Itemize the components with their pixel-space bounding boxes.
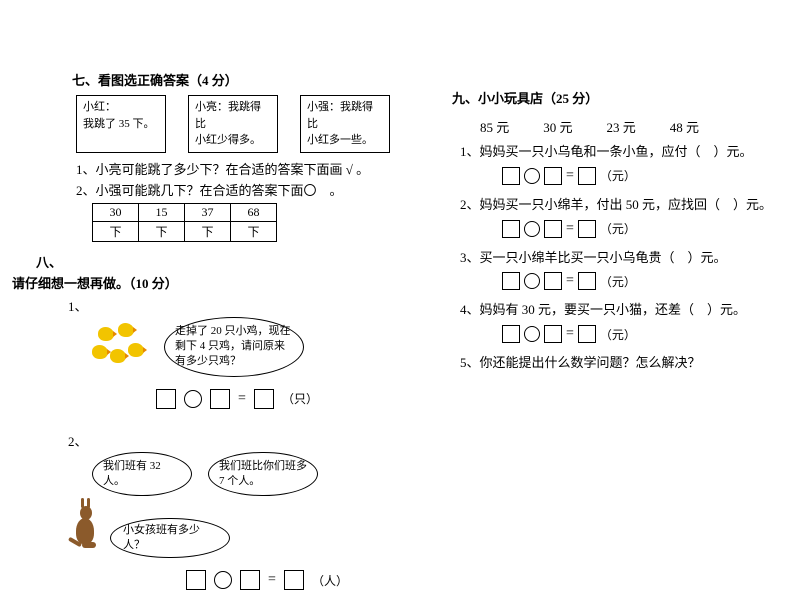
- answer-box[interactable]: [502, 220, 520, 238]
- chicks-icon: [92, 323, 152, 371]
- answer-box[interactable]: [254, 389, 274, 409]
- speech-line: 小红：: [83, 99, 159, 116]
- operator-circle[interactable]: [524, 326, 540, 342]
- section-8-title: 请仔细想一想再做。（10 分）: [12, 273, 402, 292]
- section-7-title: 七、看图选正确答案（4 分）: [72, 70, 402, 89]
- equals-sign: =: [566, 168, 574, 184]
- table-row: 30 15 37 68: [93, 203, 277, 221]
- table-cell: 下: [185, 221, 231, 241]
- unit-label: （元）: [600, 326, 636, 343]
- speech-row: 小红： 我跳了 35 下。 小亮：我跳得比 小红少得多。 小强：我跳得比 小红多…: [76, 95, 402, 153]
- equation-row: = （只）: [72, 389, 402, 409]
- section-9-q5: 5、你还能提出什么数学问题？怎么解决？: [460, 353, 772, 374]
- problem-number: 1、: [68, 296, 402, 315]
- section-7-q2: 2、小强可能跳几下？在合适的答案下面〇 。: [76, 180, 402, 199]
- speech-box-xiaoqiang: 小强：我跳得比 小红多一些。: [300, 95, 390, 153]
- problem-1: 1、 走掉了 20 只小鸡，现在剩下 4 只鸡，请问原来有多少只鸡？ = （只）: [72, 296, 402, 409]
- price-label: 23 元: [607, 117, 636, 136]
- equals-sign: =: [238, 391, 246, 407]
- equation-row: = （元）: [502, 220, 772, 238]
- price-label: 85 元: [480, 117, 509, 136]
- right-column: 九、小小玩具店（25 分） 85 元 30 元 23 元 48 元 1、妈妈买一…: [422, 70, 772, 546]
- equation-row: = （元）: [502, 167, 772, 185]
- section-9-q1: 1、妈妈买一只小乌龟和一条小鱼，应付（ ）元。: [460, 142, 772, 163]
- speech-box-xiaoliang: 小亮：我跳得比 小红少得多。: [188, 95, 278, 153]
- speech-line: 小红少得多。: [195, 132, 271, 149]
- speech-box-xiaohong: 小红： 我跳了 35 下。: [76, 95, 166, 153]
- price-row: 85 元 30 元 23 元 48 元: [480, 117, 772, 136]
- operator-circle[interactable]: [184, 390, 202, 408]
- section-7-q1: 1、小亮可能跳了多少下？在合适的答案下面画 √ 。: [76, 159, 402, 178]
- answer-box[interactable]: [156, 389, 176, 409]
- answer-box[interactable]: [578, 220, 596, 238]
- answer-box[interactable]: [502, 325, 520, 343]
- equation-row: = （元）: [502, 325, 772, 343]
- answer-box[interactable]: [210, 389, 230, 409]
- speech-line: 我跳了 35 下。: [83, 116, 159, 133]
- answer-box[interactable]: [544, 220, 562, 238]
- equation-row: = （元）: [502, 272, 772, 290]
- equals-sign: =: [566, 326, 574, 342]
- kangaroo-icon: [72, 500, 102, 558]
- table-cell: 30: [93, 203, 139, 221]
- section-9-q2: 2、妈妈买一只小绵羊，付出 50 元，应找回（ ）元。: [460, 195, 772, 216]
- speech-bubble: 小女孩班有多少人？: [110, 518, 230, 559]
- problem-2: 2、 我们班有 32 人。 我们班比你们班多 7 个人。 小女孩班有多少人？ =: [72, 431, 402, 590]
- table-cell: 15: [139, 203, 185, 221]
- speech-bubble: 走掉了 20 只小鸡，现在剩下 4 只鸡，请问原来有多少只鸡？: [164, 317, 304, 377]
- section-9-q3: 3、买一只小绵羊比买一只小乌龟贵（ ）元。: [460, 248, 772, 269]
- table-row: 下 下 下 下: [93, 221, 277, 241]
- unit-label: （元）: [600, 167, 636, 184]
- equals-sign: =: [566, 221, 574, 237]
- equation-row: = （人）: [132, 570, 402, 590]
- answer-box[interactable]: [578, 167, 596, 185]
- answer-box[interactable]: [186, 570, 206, 590]
- speech-line: 小亮：我跳得比: [195, 99, 271, 132]
- operator-circle[interactable]: [524, 221, 540, 237]
- unit-label: （人）: [312, 572, 348, 589]
- answer-box[interactable]: [240, 570, 260, 590]
- equals-sign: =: [268, 572, 276, 588]
- unit-label: （只）: [282, 390, 318, 407]
- equals-sign: =: [566, 273, 574, 289]
- answer-table: 30 15 37 68 下 下 下 下: [92, 203, 277, 242]
- section-8-label: 八、: [36, 252, 402, 271]
- answer-box[interactable]: [502, 272, 520, 290]
- table-cell: 下: [93, 221, 139, 241]
- table-cell: 下: [139, 221, 185, 241]
- speech-line: 小红多一些。: [307, 132, 383, 149]
- table-cell: 68: [231, 203, 277, 221]
- answer-box[interactable]: [284, 570, 304, 590]
- operator-circle[interactable]: [524, 168, 540, 184]
- operator-circle[interactable]: [524, 273, 540, 289]
- table-cell: 37: [185, 203, 231, 221]
- answer-box[interactable]: [578, 325, 596, 343]
- section-9-q4: 4、妈妈有 30 元，要买一只小猫，还差（ ）元。: [460, 300, 772, 321]
- price-label: 30 元: [543, 117, 572, 136]
- speech-bubble: 我们班比你们班多 7 个人。: [208, 452, 318, 497]
- operator-circle[interactable]: [214, 571, 232, 589]
- left-column: 七、看图选正确答案（4 分） 小红： 我跳了 35 下。 小亮：我跳得比 小红少…: [72, 70, 422, 546]
- section-9-title: 九、小小玩具店（25 分）: [452, 88, 772, 107]
- worksheet-page: 七、看图选正确答案（4 分） 小红： 我跳了 35 下。 小亮：我跳得比 小红少…: [0, 0, 800, 566]
- answer-box[interactable]: [544, 325, 562, 343]
- answer-box[interactable]: [544, 167, 562, 185]
- table-cell: 下: [231, 221, 277, 241]
- unit-label: （元）: [600, 220, 636, 237]
- price-label: 48 元: [670, 117, 699, 136]
- speech-line: 小强：我跳得比: [307, 99, 383, 132]
- answer-box[interactable]: [502, 167, 520, 185]
- speech-bubble: 我们班有 32 人。: [92, 452, 192, 497]
- problem-number: 2、: [68, 431, 402, 450]
- answer-box[interactable]: [578, 272, 596, 290]
- unit-label: （元）: [600, 273, 636, 290]
- answer-box[interactable]: [544, 272, 562, 290]
